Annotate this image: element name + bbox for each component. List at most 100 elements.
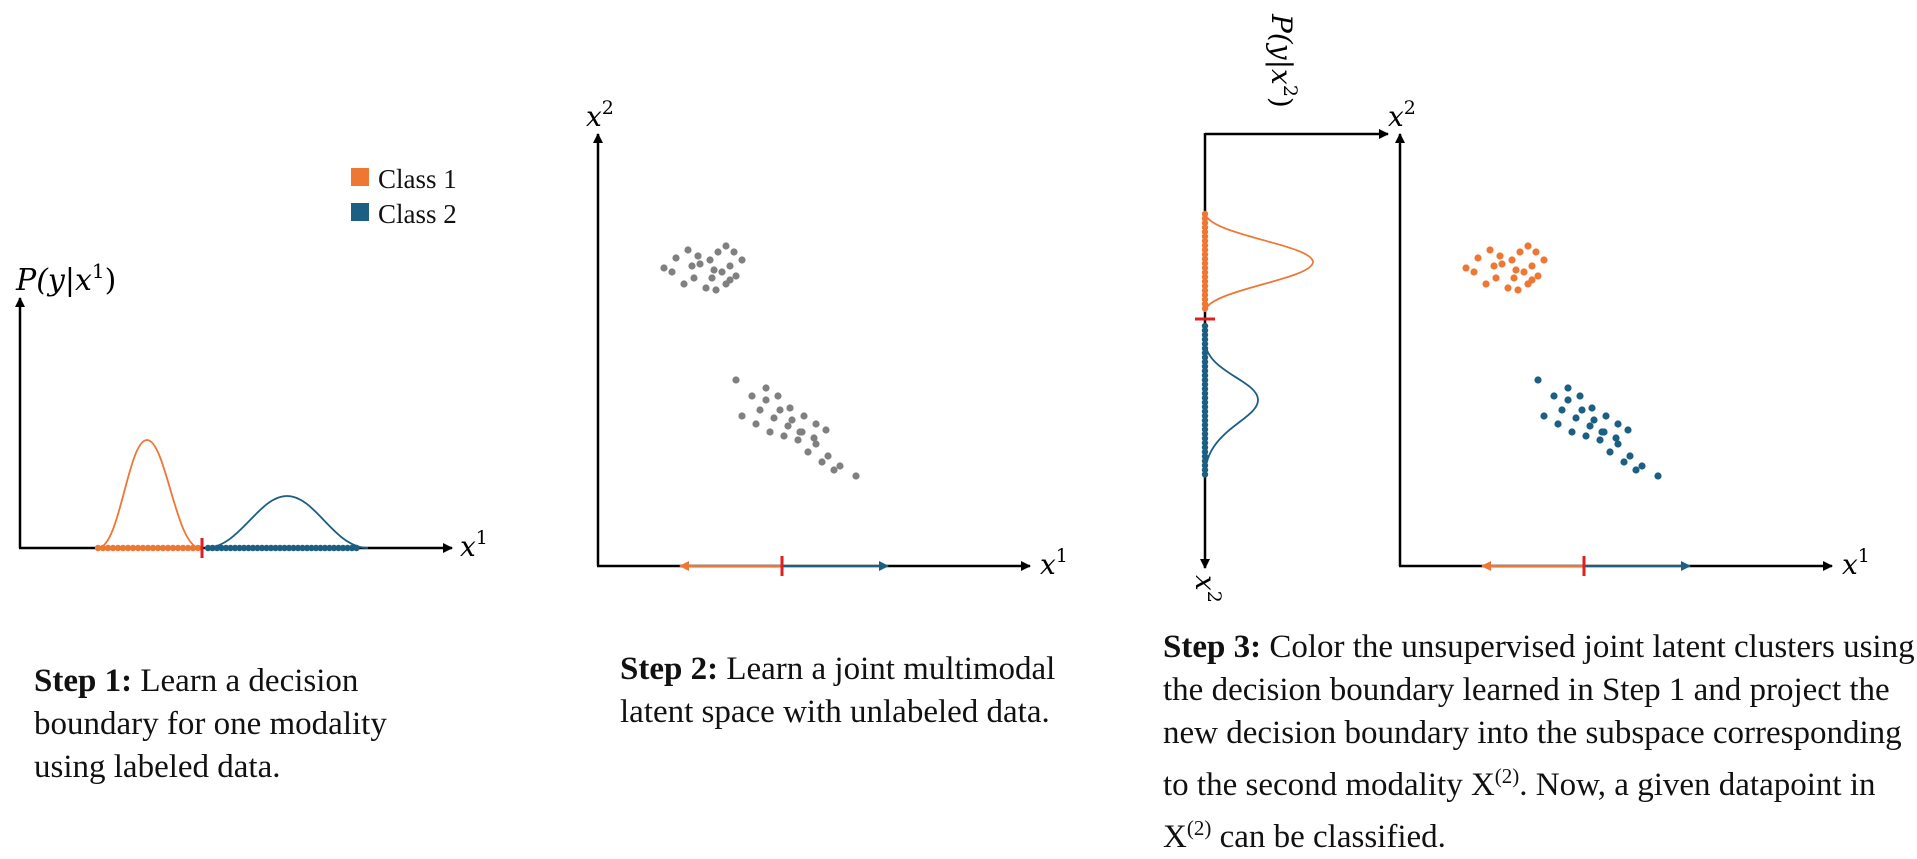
projected-point [1201, 367, 1209, 375]
step1-caption: Step 1: Learn a decision boundary for on… [34, 660, 444, 789]
unlabeled-point [812, 440, 820, 448]
projected-point [1201, 345, 1209, 352]
data-point [245, 544, 252, 552]
data-point [174, 544, 182, 552]
unlabeled-point [836, 462, 844, 470]
unlabeled-cluster-upper [660, 242, 746, 294]
unlabeled-point [812, 420, 820, 428]
data-point [139, 544, 147, 552]
data-point [312, 544, 320, 552]
class1-point [1498, 260, 1506, 268]
data-point [149, 544, 157, 552]
unlabeled-point [804, 448, 812, 456]
class1-point [1490, 262, 1498, 270]
step2-caption: Step 2: Learn a joint multimodal latent … [620, 648, 1060, 734]
class2-point [1586, 422, 1594, 430]
data-point [281, 544, 288, 552]
class2-labeled-points [204, 544, 360, 552]
panel1-y-label: P(y|x1) [15, 259, 116, 298]
projected-point [1201, 439, 1209, 447]
data-point [104, 544, 112, 552]
data-point [339, 544, 347, 552]
projected-point [1201, 264, 1209, 272]
data-point [124, 544, 132, 552]
projected-point [1201, 215, 1209, 222]
data-point [114, 544, 122, 552]
projected-point [1201, 260, 1209, 267]
unlabeled-point [818, 458, 826, 466]
projected-point [1201, 336, 1209, 343]
class2-point [1614, 440, 1622, 448]
class1-point [1482, 280, 1490, 288]
unlabeled-point [752, 420, 760, 428]
legend-class2-label: Class 2 [378, 199, 457, 229]
class1-point [1470, 268, 1478, 276]
class1-point [1510, 274, 1518, 282]
projected-point [1201, 435, 1209, 442]
step3-text-a: Color the unsupervised joint latent clus… [1163, 629, 1915, 803]
step1-text: Learn a decision boundary for one modali… [34, 663, 387, 785]
class2-point [1596, 436, 1604, 444]
data-point [169, 544, 177, 552]
data-point [308, 544, 315, 552]
unlabeled-cluster-lower [732, 376, 860, 480]
class1-point [1520, 268, 1528, 276]
class1-point [1496, 252, 1504, 260]
class2-point [1588, 404, 1596, 412]
unlabeled-point [684, 246, 692, 254]
projected-point [1201, 448, 1209, 456]
projected-point [1201, 237, 1209, 245]
data-point [335, 544, 342, 552]
step3-label: Step 3: [1163, 629, 1262, 665]
class2-point [1632, 466, 1640, 474]
class2-colored-cluster [1534, 376, 1662, 480]
projected-point [1201, 255, 1209, 263]
projected-point [1201, 403, 1209, 411]
projected-point [1201, 273, 1209, 281]
projected-point [1201, 228, 1209, 236]
projected-point [1201, 251, 1209, 258]
unlabeled-point [690, 274, 698, 282]
data-point [249, 544, 257, 552]
class2-point [1606, 448, 1614, 456]
panel3-y-label: x2 [1388, 97, 1416, 133]
unlabeled-point [738, 256, 746, 264]
data-point [236, 544, 243, 552]
data-point [218, 544, 225, 552]
panel-1: P(y|x1) x1 [15, 259, 488, 563]
projected-point [1201, 210, 1209, 218]
data-point [159, 544, 167, 552]
data-point [189, 544, 197, 552]
class1-point [1532, 248, 1540, 256]
data-point [109, 544, 117, 552]
projected-point [1201, 291, 1209, 299]
data-point [267, 544, 275, 552]
class1-projected-points [1201, 210, 1209, 312]
unlabeled-point [830, 466, 838, 474]
data-point [254, 544, 261, 552]
projected-point [1201, 421, 1209, 429]
unlabeled-point [668, 268, 676, 276]
data-point [231, 544, 239, 552]
class2-density-curve [204, 495, 369, 549]
unlabeled-point [738, 412, 746, 420]
legend-class2-swatch [351, 203, 369, 221]
data-point [272, 544, 279, 552]
unlabeled-point [660, 264, 668, 272]
projected-point [1201, 287, 1209, 294]
unlabeled-point [756, 406, 764, 414]
unlabeled-point [708, 274, 716, 282]
data-point [285, 544, 293, 552]
unlabeled-point [722, 242, 730, 250]
class2-projected-points [1201, 322, 1209, 478]
class1-point [1474, 254, 1482, 262]
class2-point [1620, 458, 1628, 466]
panel-2: x2 x1 [586, 97, 1068, 581]
class2-point [1614, 420, 1622, 428]
panel2-x-label: x1 [1040, 545, 1068, 581]
step3-caption: Step 3: Color the unsupervised joint lat… [1163, 626, 1915, 859]
unlabeled-point [774, 392, 782, 400]
data-point [184, 544, 192, 552]
data-point [290, 544, 297, 552]
class2-point [1540, 412, 1548, 420]
